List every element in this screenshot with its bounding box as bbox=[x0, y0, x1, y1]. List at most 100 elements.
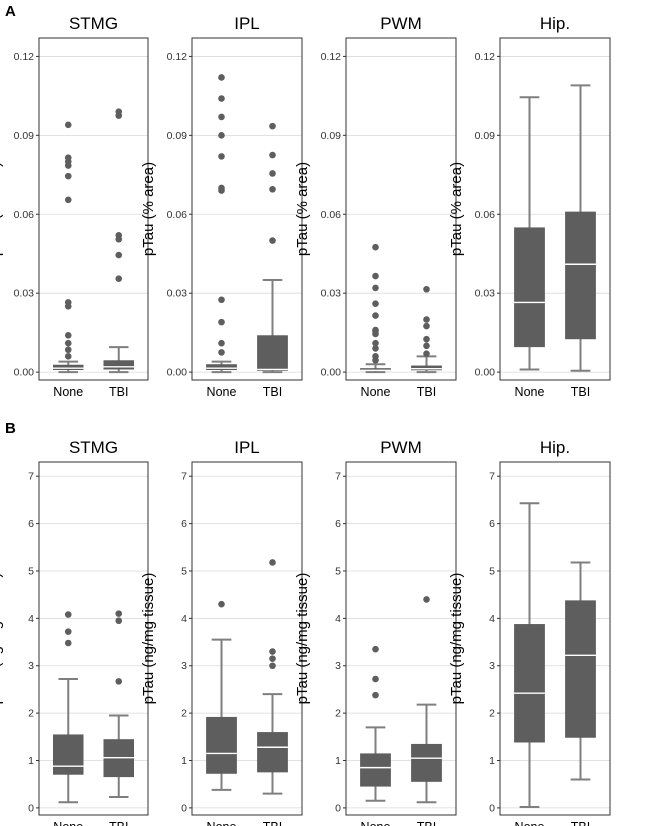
outlier-point bbox=[423, 596, 430, 603]
box-tbi bbox=[257, 122, 288, 374]
y-tick-label: 4 bbox=[28, 613, 34, 625]
chart-b-pwm: PWM pTau (ng/mg tissue) 0 1 2 3 4 5 6 7 None TBI bbox=[294, 438, 457, 826]
outlier-point bbox=[372, 284, 379, 292]
y-tick-label: 1 bbox=[489, 755, 495, 767]
chart-title: STMG bbox=[69, 14, 118, 33]
y-tick-label: 3 bbox=[181, 660, 187, 672]
outlier-point bbox=[269, 648, 276, 655]
box-tbi bbox=[103, 610, 135, 798]
outlier-point bbox=[64, 639, 72, 647]
y-tick-label: 2 bbox=[181, 708, 187, 720]
box-tbi bbox=[411, 596, 442, 804]
box-iqr bbox=[52, 734, 84, 775]
y-tick-label: 7 bbox=[181, 471, 187, 483]
y-tick-label: 4 bbox=[181, 613, 187, 625]
outlier-point bbox=[372, 312, 379, 319]
outlier-point bbox=[423, 342, 430, 350]
outlier-point bbox=[269, 662, 276, 670]
chart-a-hip: Hip. pTau (% area) 0.00 0.03 0.06 0.09 0.12 Non… bbox=[448, 14, 611, 399]
x-tick-label: TBI bbox=[417, 820, 436, 826]
x-tick-label: None bbox=[53, 385, 83, 399]
outlier-point bbox=[269, 655, 276, 662]
plot-frame bbox=[38, 461, 149, 816]
outlier-point bbox=[218, 349, 225, 356]
x-tick-label: None bbox=[515, 820, 545, 826]
box-iqr bbox=[514, 227, 545, 348]
x-tick-label: TBI bbox=[571, 820, 590, 826]
box-tbi bbox=[257, 559, 288, 795]
y-axis-label: pTau (% area) bbox=[140, 162, 157, 256]
x-tick-label: None bbox=[53, 820, 83, 826]
box-iqr bbox=[411, 743, 442, 782]
y-tick-label: 0.03 bbox=[321, 288, 342, 300]
y-tick-label: 0.03 bbox=[475, 288, 496, 300]
x-tick-label: None bbox=[361, 820, 391, 826]
outlier-point bbox=[372, 675, 379, 683]
box-iqr bbox=[257, 732, 288, 773]
outlier-point bbox=[64, 196, 72, 204]
outlier-point bbox=[115, 617, 123, 625]
outlier-point bbox=[218, 296, 225, 304]
outlier-point bbox=[423, 350, 430, 357]
y-tick-label: 3 bbox=[28, 660, 34, 672]
y-axis-label: pTau (ng/mg tissue) bbox=[294, 573, 311, 705]
outlier-point bbox=[115, 275, 123, 283]
outlier-point bbox=[372, 356, 379, 364]
y-tick-label: 0 bbox=[489, 802, 495, 814]
outlier-point bbox=[372, 691, 379, 699]
y-tick-label: 5 bbox=[335, 565, 341, 577]
outlier-point bbox=[269, 151, 276, 159]
outlier-point bbox=[64, 303, 72, 310]
outlier-point bbox=[372, 339, 379, 347]
outlier-point bbox=[218, 132, 225, 139]
outlier-point bbox=[423, 285, 430, 293]
chart-title: PWM bbox=[380, 438, 422, 457]
box-iqr bbox=[565, 600, 596, 738]
y-tick-label: 0.09 bbox=[14, 130, 35, 142]
outlier-point bbox=[218, 318, 225, 326]
y-axis-label: pTau (% area) bbox=[0, 162, 4, 256]
box-iqr bbox=[514, 624, 545, 743]
x-tick-label: None bbox=[361, 385, 391, 399]
chart-title: PWM bbox=[380, 14, 422, 33]
y-tick-label: 4 bbox=[335, 613, 341, 625]
outlier-point bbox=[372, 243, 379, 251]
x-tick-label: None bbox=[207, 820, 237, 826]
outlier-point bbox=[64, 331, 72, 339]
y-tick-label: 2 bbox=[489, 708, 495, 720]
panel-letter-b: B bbox=[5, 420, 16, 437]
y-tick-label: 0.06 bbox=[321, 209, 342, 221]
y-tick-label: 0.00 bbox=[475, 367, 496, 379]
y-tick-label: 0.06 bbox=[167, 209, 188, 221]
y-axis-label: pTau (% area) bbox=[448, 162, 465, 256]
x-tick-label: TBI bbox=[263, 820, 282, 826]
y-tick-label: 6 bbox=[181, 518, 187, 530]
outlier-point bbox=[372, 345, 379, 352]
box-none bbox=[52, 611, 84, 804]
plot-frame bbox=[345, 461, 457, 816]
chart-title: STMG bbox=[69, 438, 118, 457]
y-tick-label: 0 bbox=[181, 802, 187, 814]
outlier-point bbox=[218, 95, 225, 102]
outlier-point bbox=[218, 74, 225, 81]
x-tick-label: None bbox=[515, 385, 545, 399]
chart-b-stmg: STMG pTau (ng/mg tissue) 0 1 2 3 4 5 6 7 None TBI bbox=[0, 438, 149, 826]
panel-letter-a: A bbox=[5, 3, 16, 20]
plot-frame bbox=[499, 461, 611, 816]
outlier-point bbox=[115, 251, 123, 259]
outlier-point bbox=[423, 322, 430, 330]
y-tick-label: 3 bbox=[335, 660, 341, 672]
y-tick-label: 0.00 bbox=[14, 367, 35, 379]
y-tick-label: 0.12 bbox=[321, 51, 342, 63]
box-iqr bbox=[206, 364, 237, 371]
y-tick-label: 0.12 bbox=[14, 51, 35, 63]
y-tick-label: 0.00 bbox=[167, 367, 188, 379]
outlier-point bbox=[218, 113, 225, 121]
y-tick-label: 4 bbox=[489, 613, 495, 625]
outlier-point bbox=[269, 237, 276, 244]
y-axis-label: pTau (ng/mg tissue) bbox=[0, 573, 4, 705]
outlier-point bbox=[218, 187, 225, 194]
outlier-point bbox=[64, 172, 72, 180]
box-none bbox=[206, 74, 237, 374]
